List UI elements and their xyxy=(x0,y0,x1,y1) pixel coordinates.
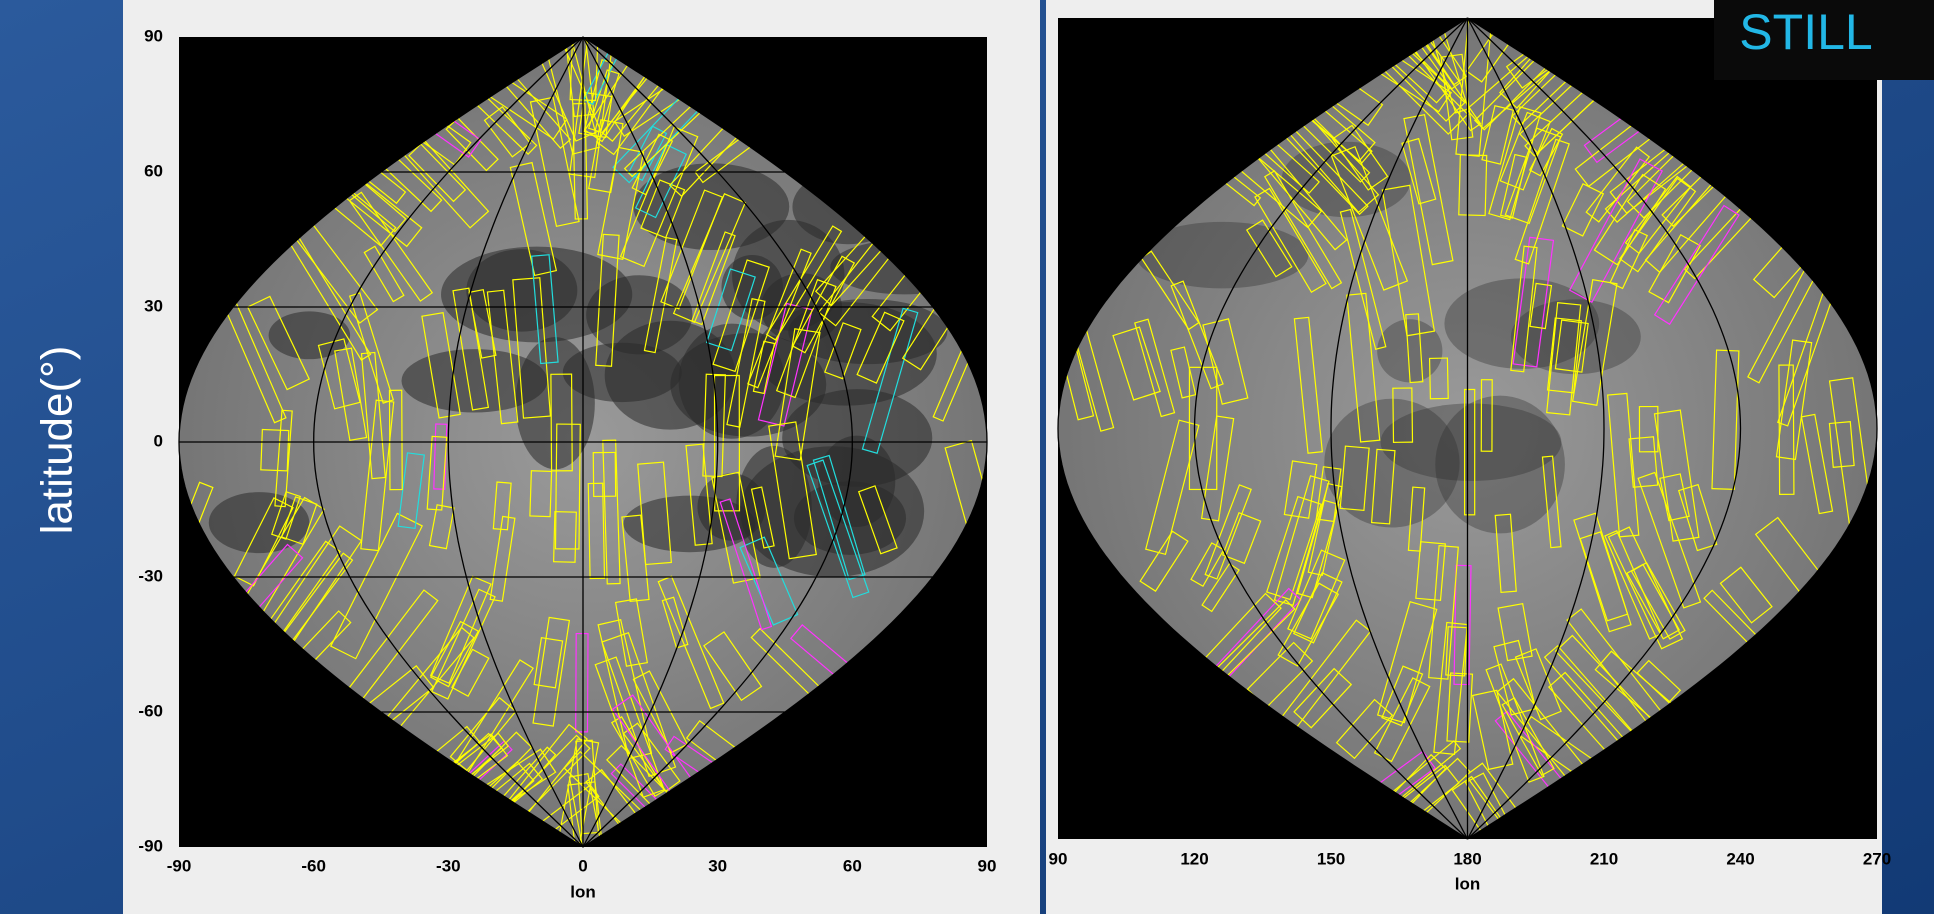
x-tick-label: 120 xyxy=(1180,849,1208,868)
x-axis-label: lon xyxy=(570,882,596,901)
y-axis-label: latitude(°) xyxy=(33,346,82,535)
x-tick-label: 270 xyxy=(1863,849,1891,868)
y-tick-label: -60 xyxy=(138,701,163,720)
x-tick-label: 60 xyxy=(843,856,862,875)
y-tick-label: 90 xyxy=(144,26,163,45)
x-tick-label: 210 xyxy=(1590,849,1618,868)
x-tick-label: -90 xyxy=(167,856,192,875)
map: 90 120 150 180 210 240 270 lon xyxy=(1049,2,1892,893)
x-tick-label: -30 xyxy=(436,856,461,875)
y-tick-label: 60 xyxy=(144,161,163,180)
x-tick-label: 90 xyxy=(978,856,997,875)
y-tick-label: 0 xyxy=(154,431,163,450)
x-tick-label: 30 xyxy=(708,856,727,875)
y-tick-label: -90 xyxy=(138,836,163,855)
x-tick-label: 150 xyxy=(1317,849,1345,868)
x-tick-label: 240 xyxy=(1726,849,1754,868)
x-tick-label: -60 xyxy=(301,856,326,875)
x-tick-label: 90 xyxy=(1049,849,1068,868)
x-axis-label: lon xyxy=(1455,874,1481,893)
map: -90 -60 -30 0 30 60 90 -90 -60 -30 0 30 60 90 lon xyxy=(138,19,996,901)
x-tick-label: 0 xyxy=(578,856,587,875)
y-tick-label: -30 xyxy=(138,566,163,585)
x-tick-label: 180 xyxy=(1453,849,1481,868)
slide: latitude(°) -90 -60 -30 0 30 60 90 -90 -60 -30 0 30… xyxy=(0,0,1934,914)
y-tick-label: 30 xyxy=(144,296,163,315)
badge: STILL xyxy=(1739,4,1872,60)
